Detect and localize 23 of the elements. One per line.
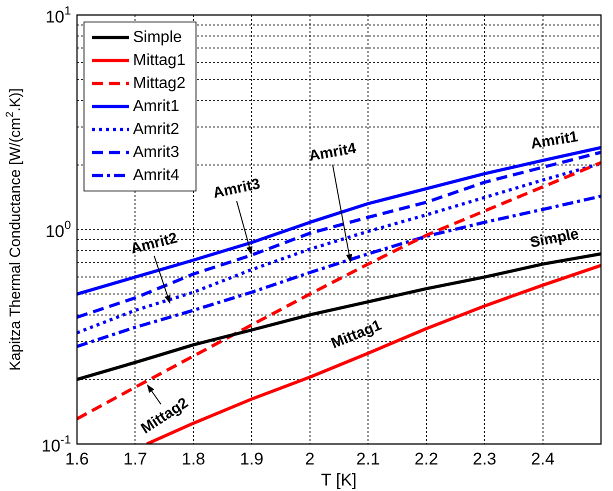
x-tick-label: 1.6 <box>65 450 89 469</box>
x-tick-label: 2.2 <box>414 450 438 469</box>
x-tick-label: 2.3 <box>472 450 496 469</box>
legend-label: Simple <box>133 28 182 46</box>
annotation: Amrit2 <box>128 230 180 258</box>
x-axis-title: T [K] <box>321 470 357 490</box>
annotation: Amrit3 <box>212 175 262 202</box>
legend-label: Amrit2 <box>133 120 180 138</box>
legend-label: Mittag2 <box>133 74 186 92</box>
legend-label: Amrit4 <box>133 166 180 184</box>
x-tick-label: 1.7 <box>123 450 148 469</box>
y-axis-title: Kapitza Thermal Conductance [W/(cm2.K)] <box>4 88 24 371</box>
x-tick-label: 2.4 <box>530 450 555 469</box>
x-tick-label: 1.8 <box>182 450 206 469</box>
x-tick-label: 1.9 <box>240 450 264 469</box>
annotation: Amrit1 <box>530 128 580 153</box>
legend-label: Mittag1 <box>133 52 186 69</box>
x-tick-label: 2.1 <box>356 450 380 469</box>
annotation: Amrit4 <box>308 140 358 165</box>
x-tick-label: 2 <box>305 450 315 469</box>
legend-label: Amrit3 <box>133 144 180 161</box>
legend-label: Amrit1 <box>133 98 180 115</box>
annotation: Simple <box>528 225 580 252</box>
